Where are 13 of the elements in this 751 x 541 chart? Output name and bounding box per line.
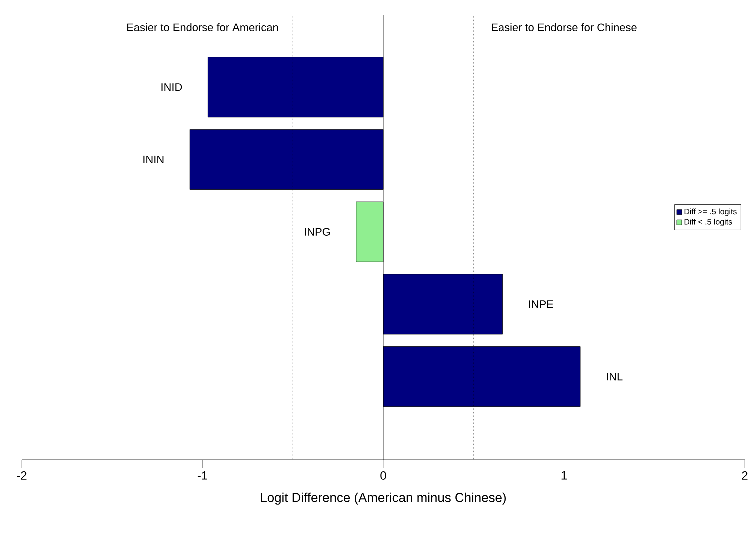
x-tick-label: -2 <box>17 472 27 480</box>
x-tick-label: 2 <box>742 472 748 480</box>
y-tick-label: INPG <box>305 228 330 236</box>
x-tick-label: 1 <box>562 472 567 480</box>
x-tick-label: -1 <box>198 472 208 480</box>
annotation: Easier to Endorse for American <box>128 23 278 32</box>
y-tick-label: ININ <box>144 156 164 164</box>
x-tick-label: 0 <box>380 472 386 480</box>
y-tick-label: INID <box>162 84 182 92</box>
annotation: Easier to Endorse for Chinese <box>492 23 637 32</box>
y-tick-label: INPE <box>529 300 554 308</box>
y-tick-label: INL <box>607 373 623 381</box>
x-axis-title: Logit Difference (American minus Chinese) <box>261 492 506 505</box>
